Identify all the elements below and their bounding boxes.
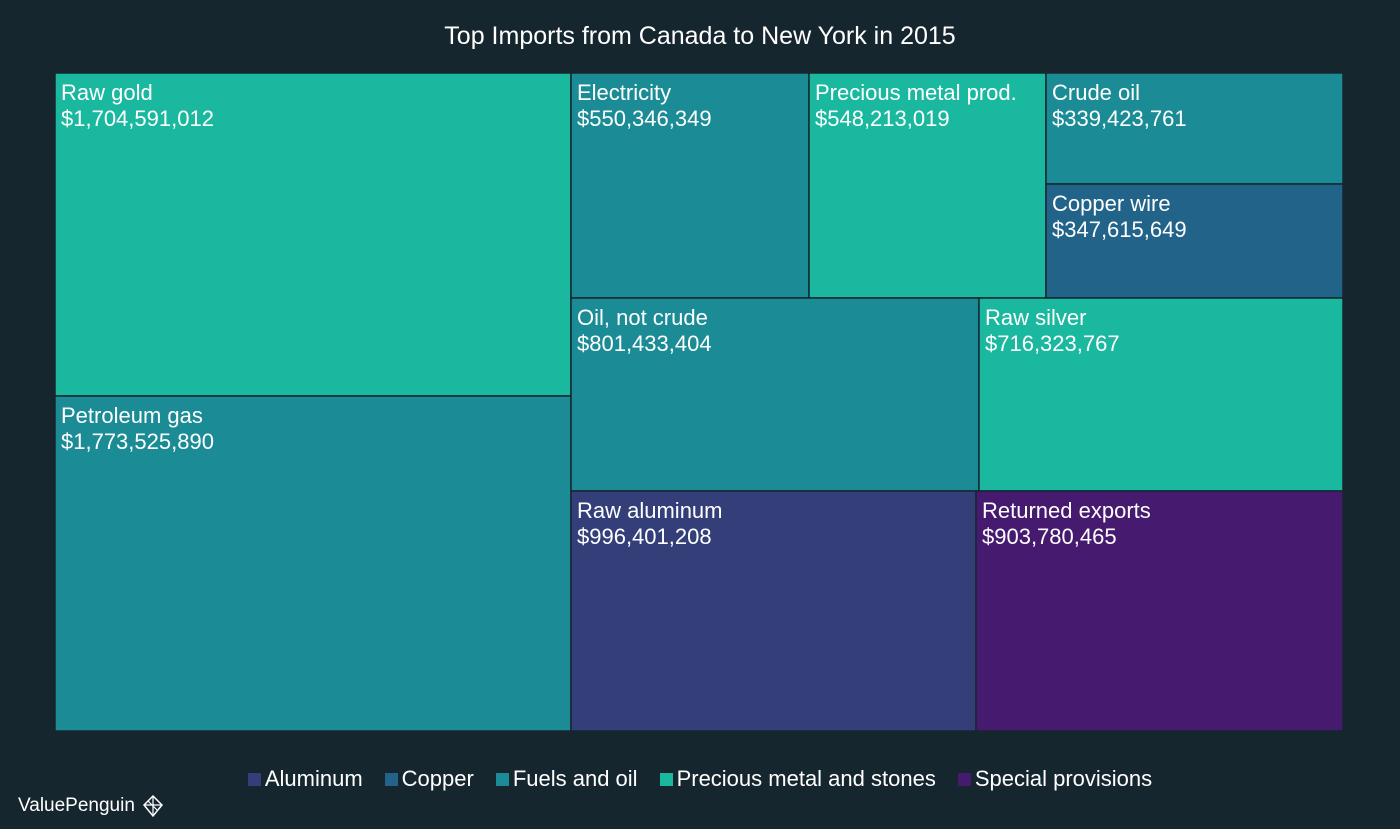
tile-value: $903,780,465 (982, 524, 1117, 549)
tile-petroleum-gas: Petroleum gas$1,773,525,890 (54, 395, 572, 732)
tile-label: Raw gold (61, 80, 153, 105)
tile-value: $339,423,761 (1052, 106, 1187, 131)
tile-value: $347,615,649 (1052, 217, 1187, 242)
legend-item-precious-metal-and-stones: Precious metal and stones (659, 766, 936, 792)
legend-label: Special provisions (974, 766, 1153, 791)
tile-oil-not-crude: Oil, not crude$801,433,404 (570, 297, 980, 492)
tile-value: $996,401,208 (577, 524, 712, 549)
tile-label: Electricity (577, 80, 671, 105)
tile-rect (570, 490, 977, 732)
tile-label: Oil, not crude (577, 305, 708, 330)
tile-value: $716,323,767 (985, 331, 1120, 356)
brand-name: ValuePenguin (18, 795, 135, 816)
tile-returned-exports: Returned exports$903,780,465 (975, 490, 1344, 732)
legend-item-aluminum: Aluminum (247, 766, 363, 792)
tile-label: Crude oil (1052, 80, 1140, 105)
legend-swatch (247, 772, 261, 786)
tile-rect (808, 72, 1047, 299)
legend-item-fuels-and-oil: Fuels and oil (495, 766, 638, 792)
tile-electricity: Electricity$550,346,349 (570, 72, 810, 299)
tile-label: Precious metal prod. (815, 80, 1017, 105)
tile-label: Petroleum gas (61, 403, 203, 428)
tile-value: $801,433,404 (577, 331, 712, 356)
tile-label: Raw aluminum (577, 498, 723, 523)
tile-value: $550,346,349 (577, 106, 712, 131)
tile-raw-gold: Raw gold$1,704,591,012 (54, 72, 572, 397)
legend-swatch (495, 772, 509, 786)
tile-crude-oil: Crude oil$339,423,761 (1045, 72, 1344, 185)
tile-label: Raw silver (985, 305, 1086, 330)
tile-rect (978, 297, 1344, 492)
legend-swatch (659, 772, 673, 786)
tile-raw-aluminum: Raw aluminum$996,401,208 (570, 490, 977, 732)
legend-item-copper: Copper (384, 766, 474, 792)
legend-label: Precious metal and stones (676, 766, 936, 791)
legend-label: Aluminum (264, 766, 363, 791)
tile-label: Copper wire (1052, 191, 1171, 216)
tile-precious-metal-prod: Precious metal prod.$548,213,019 (808, 72, 1047, 299)
tile-value: $1,773,525,890 (61, 429, 214, 454)
penguin-logo-icon (142, 794, 163, 818)
legend-label: Fuels and oil (512, 766, 638, 791)
chart-title: Top Imports from Canada to New York in 2… (444, 22, 956, 50)
brand-logo: ValuePenguin (18, 794, 165, 818)
tile-label: Returned exports (982, 498, 1151, 523)
tile-rect (54, 395, 572, 732)
chart-legend: Aluminum Copper Fuels and oil Precious meta… (0, 766, 1400, 792)
tile-value: $1,704,591,012 (61, 106, 214, 131)
legend-label: Copper (401, 766, 474, 791)
tile-raw-silver: Raw silver$716,323,767 (978, 297, 1344, 492)
tile-rect (54, 72, 572, 397)
tile-rect (975, 490, 1344, 732)
tile-copper-wire: Copper wire$347,615,649 (1045, 183, 1344, 299)
legend-item-special-provisions: Special provisions (957, 766, 1153, 792)
tile-value: $548,213,019 (815, 106, 950, 131)
tile-rect (570, 297, 980, 492)
legend-swatch (957, 772, 971, 786)
legend-swatch (384, 772, 398, 786)
tile-rect (570, 72, 810, 299)
